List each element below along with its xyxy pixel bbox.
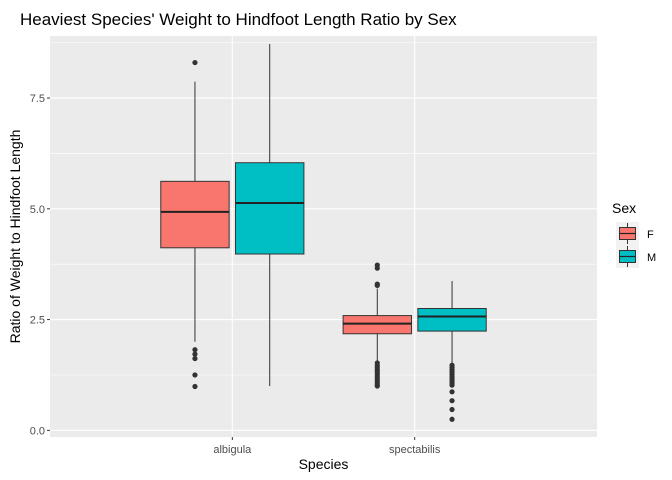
outlier-point — [192, 383, 198, 390]
legend: Sex FM — [612, 200, 656, 268]
outlier-point — [192, 355, 198, 362]
legend-label: F — [647, 229, 654, 241]
legend-title: Sex — [612, 200, 636, 216]
outlier-point — [192, 372, 198, 378]
y-axis: 0.0 2.5 5.0 7.5 — [30, 93, 50, 437]
grid-lines — [50, 36, 597, 437]
legend-label: M — [647, 252, 656, 264]
boxplot-albigula-F — [160, 59, 230, 390]
y-axis-title: Ratio of Weight to Hindfoot Length — [7, 130, 23, 344]
outlier-point — [449, 406, 455, 413]
outlier-point — [449, 416, 455, 422]
outlier-point — [374, 282, 380, 289]
outlier-point — [374, 265, 380, 271]
legend-item-F: F — [616, 222, 654, 245]
outlier-point — [192, 59, 198, 66]
y-tick-label: 2.5 — [30, 315, 45, 327]
y-tick-label: 0.0 — [30, 425, 45, 437]
legend-item-M: M — [616, 245, 656, 268]
boxplots — [160, 43, 487, 422]
box — [160, 180, 230, 249]
outlier-point — [449, 382, 455, 388]
x-axis-title: Species — [299, 456, 349, 472]
y-tick-label: 5.0 — [30, 204, 45, 216]
outlier-point — [192, 347, 198, 353]
boxplot-spectabilis-M — [417, 281, 487, 422]
y-tick-label: 7.5 — [30, 93, 45, 105]
box — [235, 162, 305, 255]
plot-panel — [50, 36, 597, 437]
outlier-point — [374, 383, 380, 389]
outlier-point — [449, 389, 455, 395]
x-tick-label: albigula — [213, 444, 252, 456]
outlier-point — [192, 351, 198, 357]
chart-title: Heaviest Species' Weight to Hindfoot Len… — [20, 10, 457, 29]
box — [417, 308, 487, 332]
outlier-point — [449, 398, 455, 404]
boxplot-spectabilis-F — [342, 262, 412, 389]
x-axis: albigula spectabilis — [213, 437, 441, 456]
boxplot-albigula-M — [235, 43, 305, 387]
x-tick-label: spectabilis — [389, 444, 441, 456]
box — [342, 315, 412, 335]
